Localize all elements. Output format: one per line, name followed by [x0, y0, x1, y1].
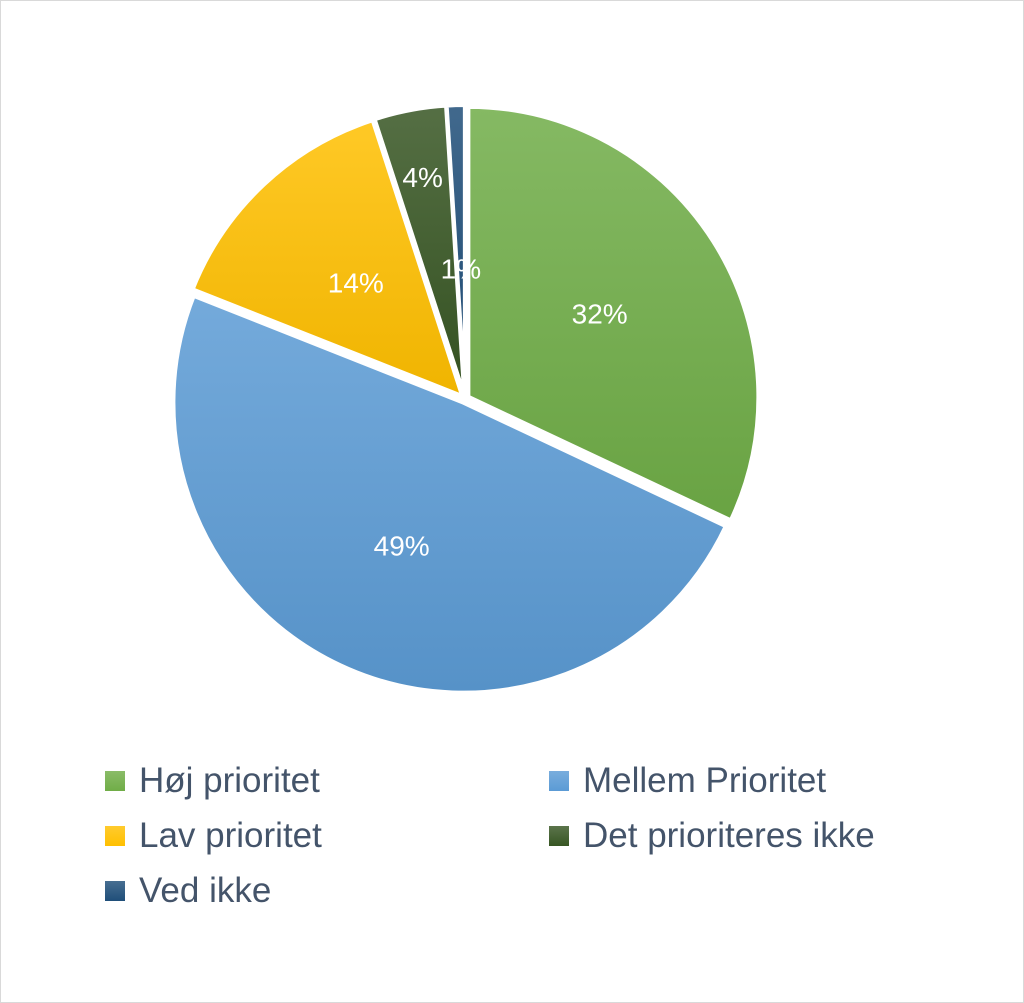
legend-swatch: [549, 826, 569, 846]
pie-slice: [466, 104, 761, 523]
pie-chart: 32% 49% 14% 4% 1%: [171, 103, 761, 695]
pie-data-label: 49%: [374, 530, 430, 561]
legend-item-mellem-prioritet: Mellem Prioritet: [549, 756, 826, 806]
legend-label: Det prioriteres ikke: [583, 816, 875, 855]
legend-item-det-prioriteres-ikke: Det prioriteres ikke: [549, 811, 875, 861]
legend-swatch: [549, 771, 569, 791]
pie-slice: [190, 118, 465, 399]
legend-item-ved-ikke: Ved ikke: [105, 866, 271, 916]
pie-data-label: 4%: [402, 162, 442, 193]
legend-label: Høj prioritet: [139, 761, 320, 800]
pie-data-labels: 32% 49% 14% 4% 1%: [328, 162, 628, 562]
legend-swatch: [105, 826, 125, 846]
legend-label: Mellem Prioritet: [583, 761, 827, 800]
pie-slices: [171, 103, 761, 695]
pie-slice: [444, 103, 467, 398]
legend-item-lav-prioritet: Lav prioritet: [105, 811, 322, 861]
legend-item-hoej-prioritet: Høj prioritet: [105, 756, 320, 806]
legend-label: Lav prioritet: [139, 816, 322, 855]
pie-data-label: 1%: [441, 254, 481, 285]
legend-swatch: [105, 881, 125, 901]
pie-data-label: 14%: [328, 268, 384, 299]
legend-label: Ved ikke: [139, 871, 272, 910]
legend-swatch: [105, 771, 125, 791]
pie-slice: [171, 293, 728, 695]
pie-data-label: 32%: [572, 299, 628, 330]
